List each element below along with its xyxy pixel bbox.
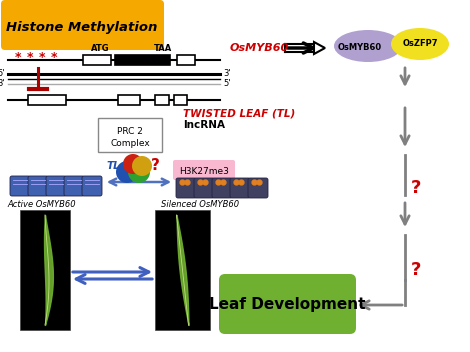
Text: lncRNA: lncRNA <box>183 120 225 130</box>
FancyBboxPatch shape <box>46 176 66 196</box>
Text: ?: ? <box>411 179 422 197</box>
Text: Complex: Complex <box>110 138 150 147</box>
Text: 3': 3' <box>0 80 5 88</box>
Bar <box>115 55 170 65</box>
Text: TAA: TAA <box>154 44 172 53</box>
Circle shape <box>128 161 150 183</box>
Circle shape <box>132 156 152 176</box>
Polygon shape <box>314 42 325 54</box>
FancyBboxPatch shape <box>176 178 196 198</box>
FancyBboxPatch shape <box>64 176 84 196</box>
Ellipse shape <box>391 28 449 60</box>
Text: *: * <box>51 50 57 63</box>
Bar <box>155 210 210 330</box>
Text: PRC 2: PRC 2 <box>117 127 143 137</box>
Text: Active OsMYB60: Active OsMYB60 <box>8 200 76 209</box>
Bar <box>118 95 140 105</box>
Text: 3': 3' <box>223 69 231 78</box>
FancyBboxPatch shape <box>248 178 268 198</box>
FancyBboxPatch shape <box>82 176 102 196</box>
Text: 5': 5' <box>223 80 230 88</box>
Text: 5': 5' <box>0 69 5 78</box>
Text: H3K27me3: H3K27me3 <box>179 166 229 176</box>
Text: OsMYB60: OsMYB60 <box>338 43 382 51</box>
FancyBboxPatch shape <box>28 176 48 196</box>
FancyBboxPatch shape <box>173 160 235 180</box>
Text: Histone Methylation: Histone Methylation <box>6 21 158 34</box>
Ellipse shape <box>334 30 402 62</box>
FancyBboxPatch shape <box>230 178 250 198</box>
Circle shape <box>123 154 143 174</box>
FancyBboxPatch shape <box>98 118 162 152</box>
Circle shape <box>116 161 138 183</box>
Text: Silenced OsMYB60: Silenced OsMYB60 <box>161 200 239 209</box>
Text: ATG: ATG <box>91 44 110 53</box>
FancyBboxPatch shape <box>10 176 30 196</box>
Text: Leaf Development: Leaf Development <box>209 297 365 313</box>
Text: TWISTED LEAF (TL): TWISTED LEAF (TL) <box>183 108 295 118</box>
FancyBboxPatch shape <box>212 178 232 198</box>
FancyBboxPatch shape <box>219 274 356 334</box>
Text: *: * <box>27 50 33 63</box>
Bar <box>20 210 70 330</box>
FancyBboxPatch shape <box>194 178 214 198</box>
Bar <box>174 95 187 105</box>
FancyBboxPatch shape <box>1 0 164 50</box>
Bar <box>177 55 195 65</box>
Bar <box>155 95 169 105</box>
Text: ?: ? <box>150 158 159 174</box>
Text: ?: ? <box>411 261 422 279</box>
Text: TL: TL <box>106 161 120 171</box>
Text: OsMYB60: OsMYB60 <box>230 43 289 53</box>
Text: *: * <box>39 50 45 63</box>
Text: *: * <box>15 50 21 63</box>
Bar <box>83 55 111 65</box>
Bar <box>28 95 66 105</box>
Text: OsZFP7: OsZFP7 <box>402 39 438 49</box>
